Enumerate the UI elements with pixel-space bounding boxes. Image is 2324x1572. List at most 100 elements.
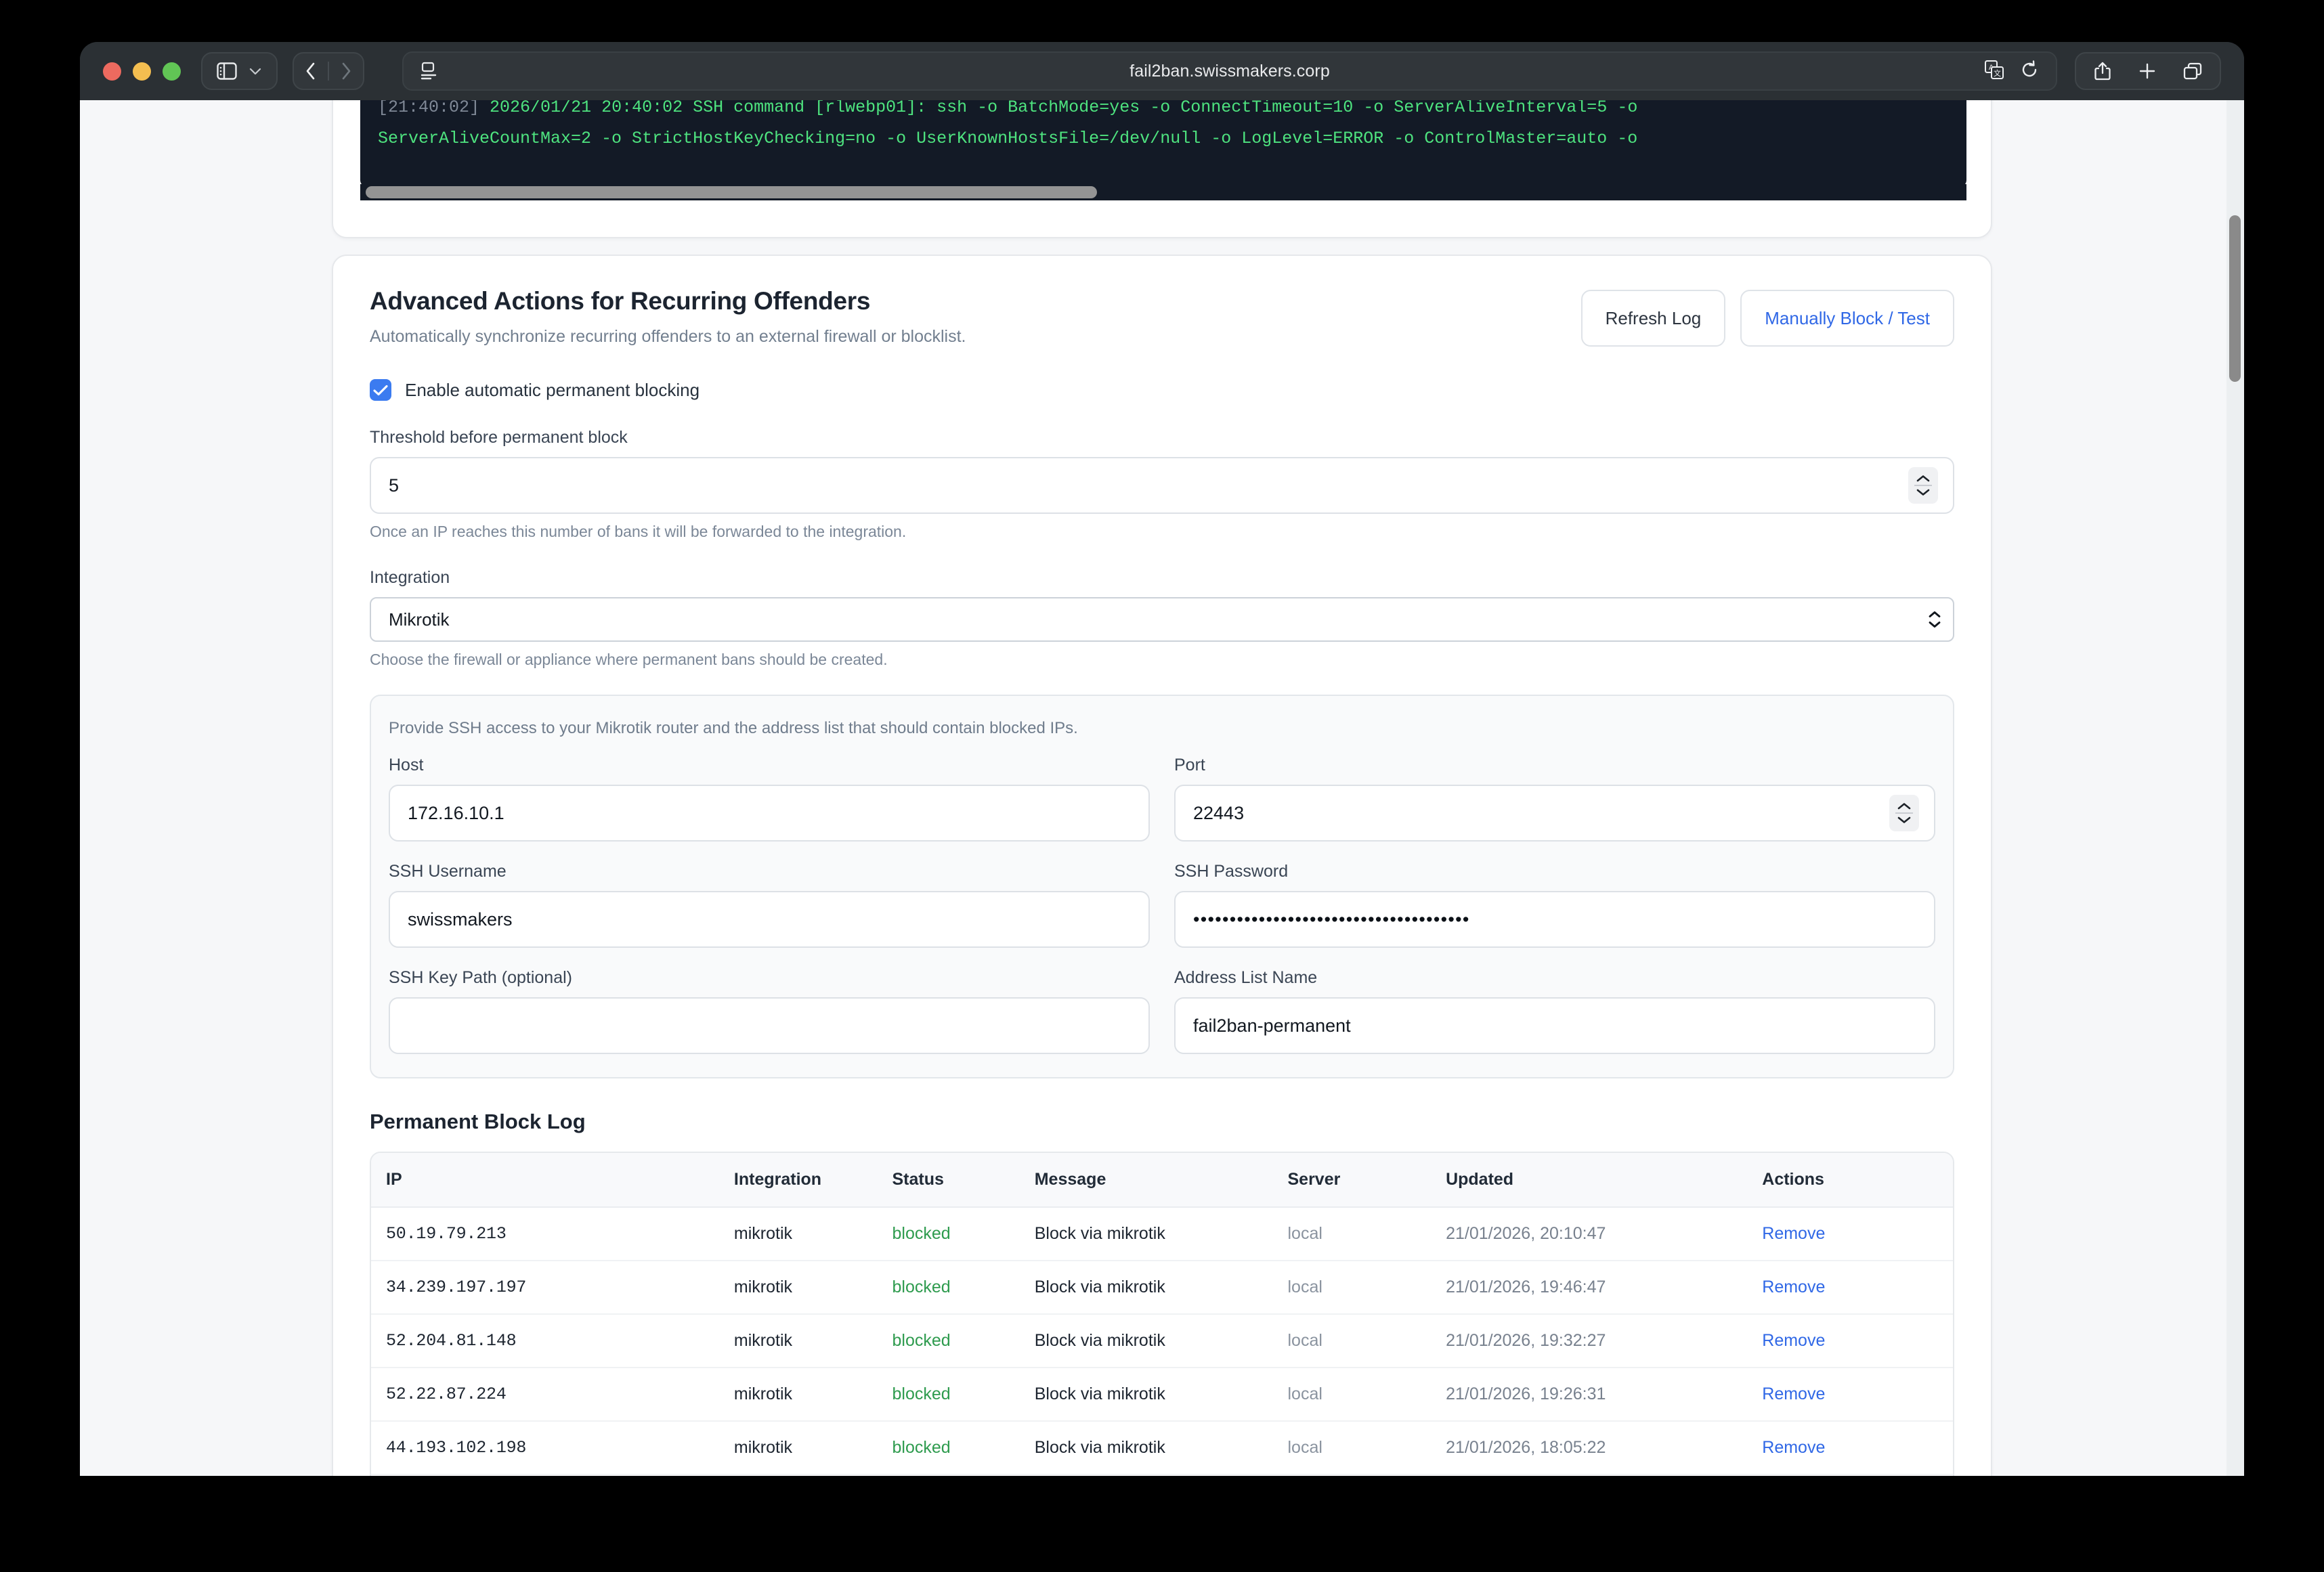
sidebar-toggle-group[interactable]	[201, 52, 278, 90]
remove-row-button[interactable]: Remove	[1762, 1224, 1826, 1243]
column-header-message: Message	[1019, 1153, 1273, 1208]
maximize-window-button[interactable]	[163, 62, 181, 81]
threshold-stepper[interactable]	[1908, 467, 1938, 504]
terminal-scrollbar-thumb[interactable]	[366, 186, 1097, 198]
card-header: Advanced Actions for Recurring Offenders…	[370, 287, 1954, 347]
close-window-button[interactable]	[103, 62, 121, 81]
minimize-window-button[interactable]	[133, 62, 151, 81]
log-text: 2026/01/21 20:40:02 SSH command [rlwebp0…	[490, 100, 1638, 117]
nav-divider	[328, 62, 329, 81]
threshold-input[interactable]: 5	[370, 457, 1954, 514]
svg-text:文: 文	[1994, 68, 2001, 78]
address-list-input[interactable]: fail2ban-permanent	[1174, 997, 1935, 1054]
cell-ip: 52.204.81.148	[371, 1314, 719, 1368]
table-row: 34.225.243.131mikrotikblockedBlock via m…	[371, 1475, 1953, 1476]
host-field-group: Host 172.16.10.1	[389, 756, 1150, 842]
cell-updated: 21/01/2026, 17:16:15	[1431, 1475, 1747, 1476]
card-header-text: Advanced Actions for Recurring Offenders…	[370, 287, 1581, 347]
cell-updated: 21/01/2026, 19:26:31	[1431, 1368, 1748, 1422]
cell-server: local	[1272, 1421, 1432, 1475]
cell-status: blocked	[877, 1207, 1020, 1261]
page-scrollbar-thumb[interactable]	[2229, 215, 2241, 382]
port-field-group: Port 22443	[1174, 756, 1935, 842]
cell-ip: 34.225.243.131	[371, 1475, 719, 1476]
log-timestamp: [21:40:02]	[378, 100, 480, 117]
cell-status: blocked	[878, 1475, 1020, 1476]
cell-message: Block via mikrotik	[1019, 1261, 1273, 1315]
table-row: 34.239.197.197 mikrotik blocked Block via m…	[371, 1261, 1953, 1315]
enable-permanent-blocking-label: Enable automatic permanent blocking	[405, 379, 700, 400]
cell-message: Block via mikrotik	[1019, 1207, 1273, 1261]
terminal-output[interactable]: [21:40:02] 2026/01/21 20:40:02 SSH comma…	[360, 100, 1966, 187]
url-text: fail2ban.swissmakers.corp	[1129, 61, 1330, 81]
enable-permanent-blocking-row[interactable]: Enable automatic permanent blocking	[370, 379, 1954, 401]
cell-actions: Remove	[1747, 1421, 1953, 1475]
cell-ip: 52.22.87.224	[371, 1368, 719, 1422]
cell-status: blocked	[877, 1368, 1020, 1422]
toolbar-actions-group	[2075, 52, 2221, 90]
cell-integration: mikrotik	[718, 1261, 878, 1315]
integration-select[interactable]: Mikrotik	[370, 597, 1954, 642]
navigation-group	[293, 52, 364, 90]
column-header-server: Server	[1272, 1153, 1432, 1208]
reader-view-icon[interactable]	[420, 61, 437, 81]
log-text: ServerAliveCountMax=2 -o StrictHostKeyCh…	[378, 129, 1638, 148]
manually-block-test-button[interactable]: Manually Block / Test	[1740, 290, 1954, 347]
sidebar-icon[interactable]	[207, 53, 247, 89]
threshold-label: Threshold before permanent block	[370, 428, 628, 447]
refresh-log-button[interactable]: Refresh Log	[1580, 290, 1726, 347]
cell-actions: Remove	[1747, 1261, 1953, 1315]
address-bar-actions: A 文	[1984, 60, 2040, 83]
ssh-username-input[interactable]: swissmakers	[389, 891, 1150, 948]
cell-actions: Remove	[1747, 1314, 1953, 1368]
translate-icon[interactable]: A 文	[1984, 60, 2004, 83]
cell-ip: 34.239.197.197	[371, 1261, 719, 1315]
port-stepper[interactable]	[1889, 795, 1919, 831]
tab-overview-icon[interactable]	[2172, 53, 2213, 89]
ssh-log-card: [21:40:02] 2026/01/21 20:40:02 SSH comma…	[332, 100, 1992, 238]
cell-integration: mikrotik	[718, 1421, 878, 1475]
mikrotik-connection-panel: Provide SSH access to your Mikrotik rout…	[370, 695, 1954, 1078]
ssh-keypath-label: SSH Key Path (optional)	[389, 968, 572, 987]
remove-row-button[interactable]: Remove	[1762, 1278, 1826, 1296]
chevron-down-icon[interactable]	[247, 53, 272, 89]
page-scrollbar[interactable]	[2226, 100, 2244, 1476]
forward-chevron-icon[interactable]	[329, 53, 363, 89]
port-input[interactable]: 22443	[1174, 785, 1935, 842]
integration-label: Integration	[370, 568, 450, 587]
address-bar[interactable]: fail2ban.swissmakers.corp A 文	[402, 51, 2057, 91]
table-row: 44.193.102.198 mikrotik blocked Block via m…	[371, 1421, 1953, 1475]
threshold-help-text: Once an IP reaches this number of bans i…	[370, 523, 907, 540]
cell-actions: Remove	[1747, 1368, 1953, 1422]
cell-integration: mikrotik	[718, 1368, 878, 1422]
reload-icon[interactable]	[2019, 60, 2040, 83]
table-head: IP Integration Status Message Server Upd…	[371, 1153, 1953, 1208]
cell-actions: Remove	[1747, 1475, 1953, 1476]
terminal-horizontal-scrollbar[interactable]	[360, 184, 1966, 200]
column-header-status: Status	[877, 1153, 1020, 1208]
back-chevron-icon[interactable]	[294, 53, 328, 89]
cell-message: Block via mikrotik	[1019, 1368, 1273, 1422]
threshold-value: 5	[389, 475, 400, 496]
plus-icon[interactable]	[2128, 53, 2167, 89]
enable-permanent-blocking-checkbox[interactable]	[370, 379, 391, 401]
ssh-keypath-input[interactable]	[389, 997, 1150, 1054]
cell-status: blocked	[877, 1314, 1020, 1368]
ssh-username-value: swissmakers	[408, 909, 513, 930]
cell-ip: 44.193.102.198	[371, 1421, 719, 1475]
browser-toolbar: fail2ban.swissmakers.corp A 文	[80, 42, 2244, 100]
remove-row-button[interactable]: Remove	[1762, 1331, 1826, 1350]
ssh-password-input[interactable]: ••••••••••••••••••••••••••••••••••••••	[1174, 891, 1935, 948]
ssh-keypath-field-group: SSH Key Path (optional)	[389, 968, 1150, 1054]
table-body: 50.19.79.213 mikrotik blocked Block via mik…	[371, 1207, 1953, 1476]
remove-row-button[interactable]: Remove	[1762, 1384, 1826, 1403]
column-header-actions: Actions	[1747, 1153, 1953, 1208]
column-header-ip: IP	[371, 1153, 719, 1208]
cell-status: blocked	[877, 1261, 1020, 1315]
share-icon[interactable]	[2083, 53, 2122, 89]
ssh-username-field-group: SSH Username swissmakers	[389, 862, 1150, 948]
remove-row-button[interactable]: Remove	[1762, 1438, 1826, 1457]
cell-server: local	[1272, 1475, 1431, 1476]
cell-integration: mikrotik	[718, 1207, 878, 1261]
host-input[interactable]: 172.16.10.1	[389, 785, 1150, 842]
